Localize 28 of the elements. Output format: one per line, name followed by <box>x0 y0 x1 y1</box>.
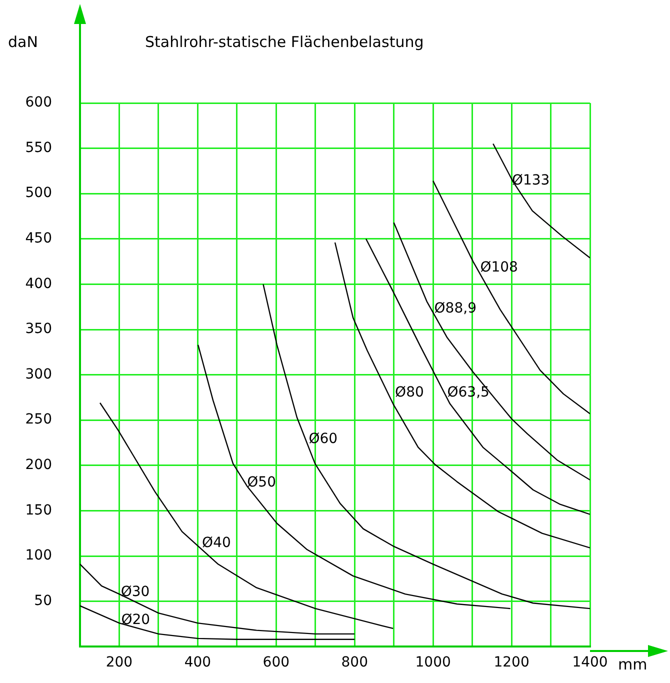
x-tick-label: 200 <box>106 654 133 671</box>
annotation: Ø30 <box>120 584 150 600</box>
x-tick-label: 1200 <box>494 654 530 671</box>
y-tick-label: 200 <box>25 457 52 474</box>
y-tick-label: 450 <box>25 230 52 247</box>
y-tick-label: 50 <box>34 592 52 609</box>
y-tick-label: 300 <box>25 366 52 382</box>
annotation: Ø40 <box>202 534 231 551</box>
y-tick-label: 350 <box>25 321 52 338</box>
annotation: Ø80 <box>395 384 424 401</box>
y-tick-label: 500 <box>25 185 52 202</box>
x-tick-label: 1000 <box>415 654 451 671</box>
y-tick-label: 400 <box>25 276 52 292</box>
x-tick-label: 400 <box>184 654 212 671</box>
y-tick-label: 100 <box>25 548 52 564</box>
y-tick-label: 600 <box>25 94 52 111</box>
x-tick-label: 1400 <box>572 654 608 671</box>
chart-title: Stahlrohr-statische Flächenbelastung <box>145 32 424 51</box>
annotation: Ø50 <box>247 474 276 490</box>
y-tick-label: 250 <box>25 412 52 428</box>
annotation: Ø20 <box>121 612 150 628</box>
x-tick-label: 800 <box>341 654 368 671</box>
y-tick-label: 150 <box>25 502 52 518</box>
y-tick-label: 550 <box>25 140 52 156</box>
x-tick-label: 600 <box>262 654 290 671</box>
y-axis-title: daN <box>8 32 38 51</box>
x-axis-title: mm <box>618 655 648 674</box>
annotation: Ø133 <box>512 172 550 189</box>
